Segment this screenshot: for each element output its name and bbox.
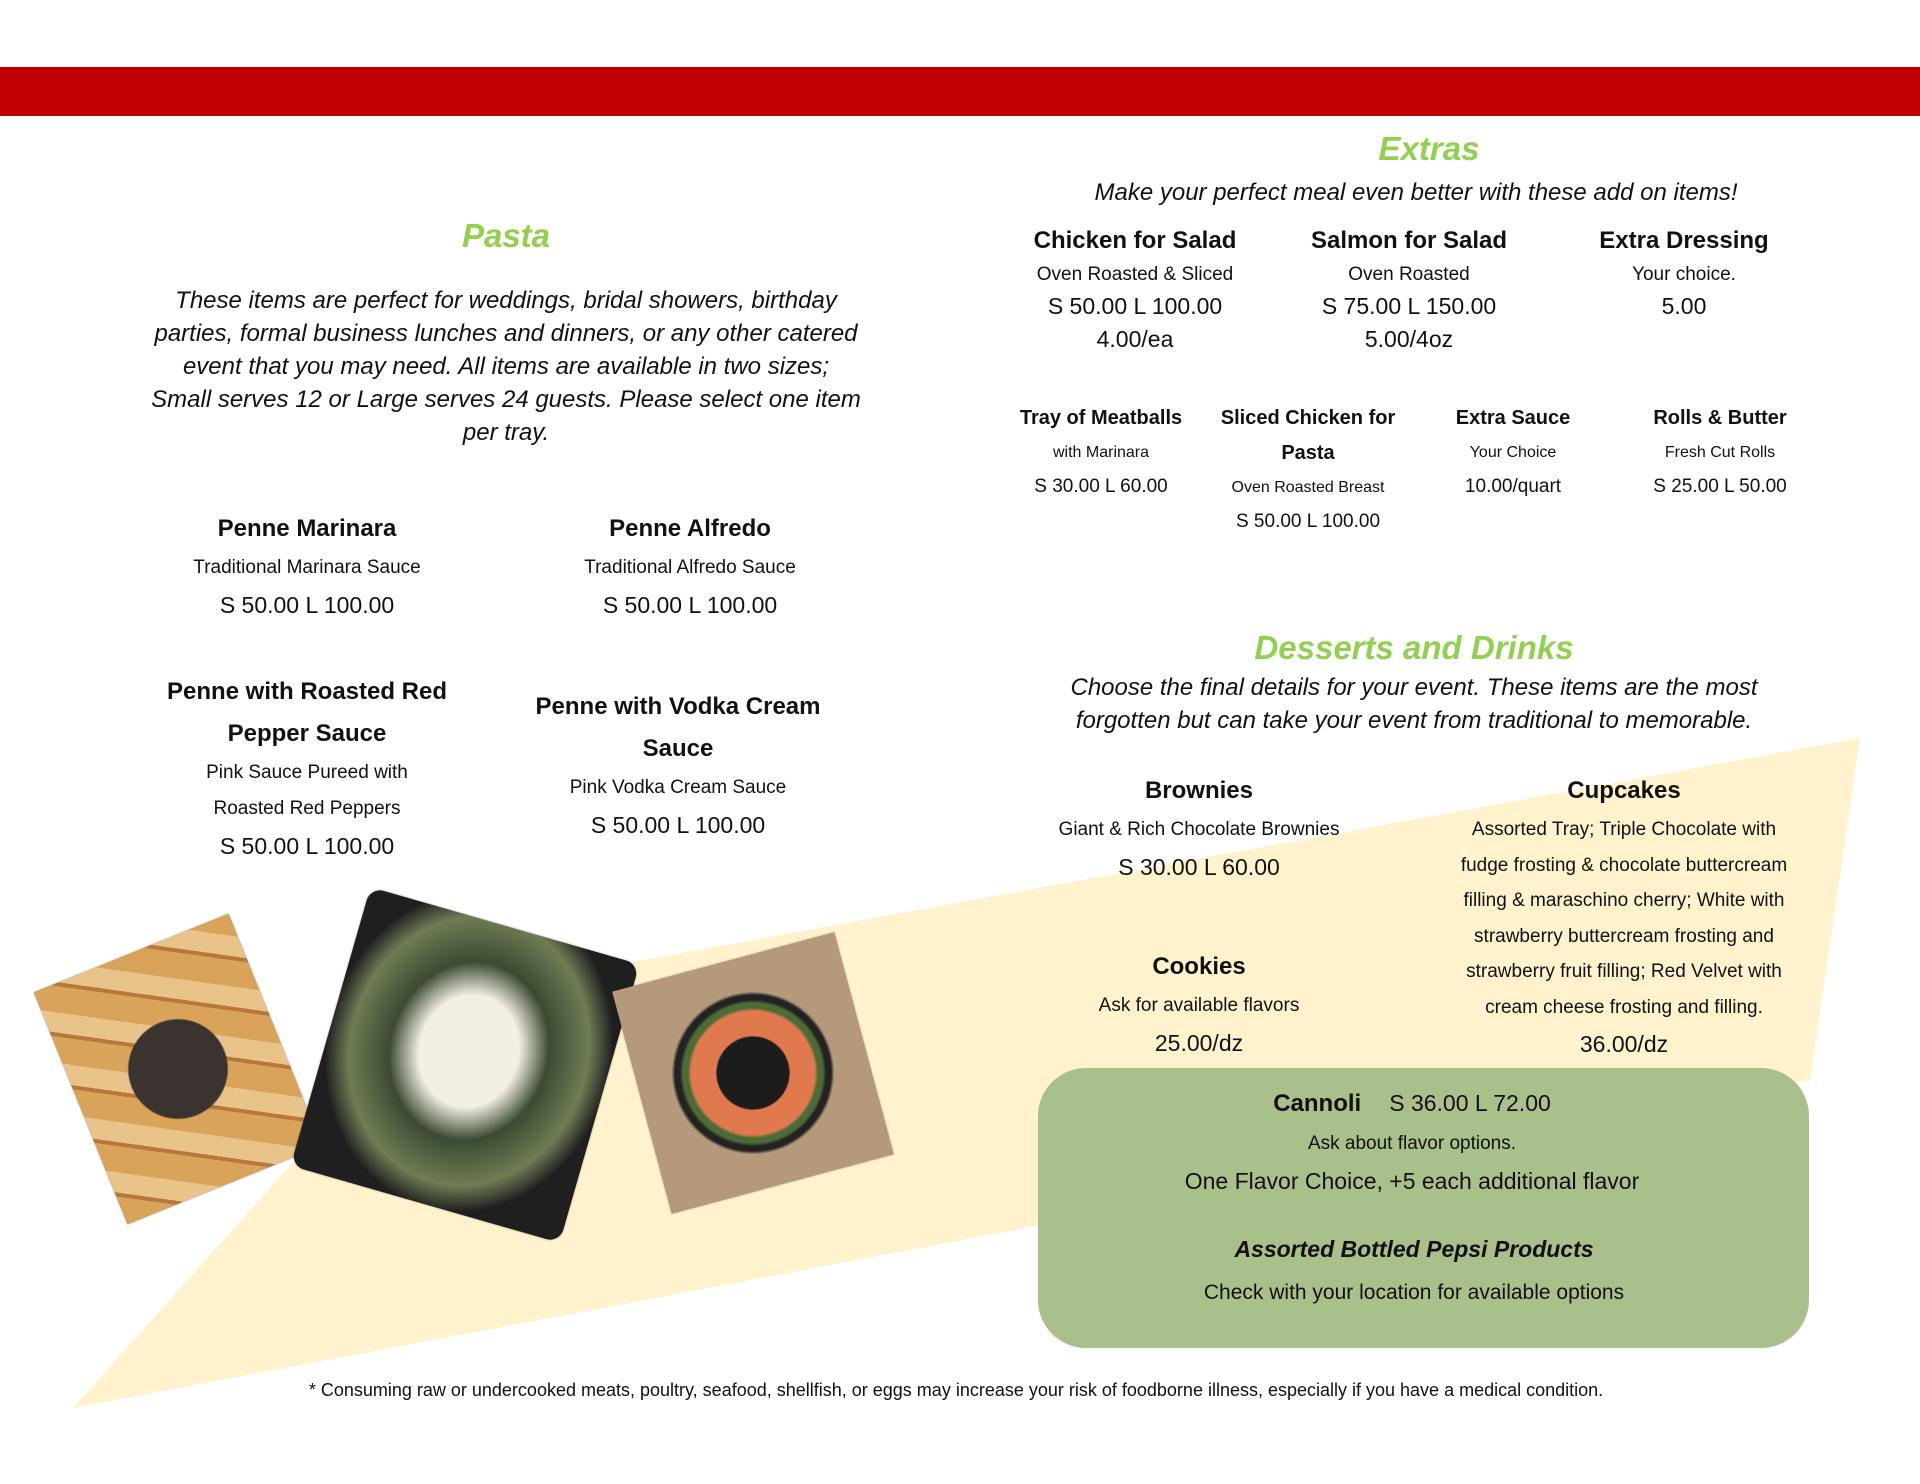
item-name: Penne Alfredo — [609, 515, 771, 542]
item-price: 4.00/ea — [1096, 326, 1174, 352]
item-name: Penne with Roasted Red — [166, 678, 448, 705]
item-desc: strawberry fruit filling; Red Velvet wit… — [1466, 961, 1782, 982]
desserts-subtitle: Choose the final details for your event.… — [1070, 671, 1757, 737]
item-name: Penne Marinara — [217, 515, 397, 542]
item-desc: Fresh Cut Rolls — [1664, 444, 1776, 461]
dessert-cookies: Cookies Ask for available flavors 25.00/… — [1099, 946, 1300, 1062]
subtitle-line: forgotten but can take your event from t… — [1075, 707, 1753, 734]
pasta-heading: Pasta — [461, 217, 551, 254]
food-safety-disclaimer: * Consuming raw or undercooked meats, po… — [308, 1380, 1604, 1400]
item-note: One Flavor Choice, +5 each additional fl… — [1184, 1168, 1640, 1194]
drinks-title: Assorted Bottled Pepsi Products — [1234, 1236, 1594, 1262]
item-price: S 36.00 L 72.00 — [1389, 1090, 1551, 1116]
item-name: Cookies — [1152, 953, 1246, 980]
item-price: 5.00 — [1661, 293, 1707, 319]
item-desc: Ask for available flavors — [1098, 995, 1300, 1016]
menu-item-penne-vodka: Penne with Vodka Cream Sauce Pink Vodka … — [536, 686, 821, 844]
drinks-desc: Check with your location for available o… — [1203, 1281, 1625, 1304]
item-name: Tray of Meatballs — [1019, 407, 1183, 429]
menu-item-penne-roasted-red-pepper: Penne with Roasted Red Pepper Sauce Pink… — [167, 671, 447, 865]
item-price: 5.00/4oz — [1364, 326, 1454, 352]
extra-dressing: Extra Dressing Your choice. 5.00 — [1599, 222, 1768, 323]
item-price: 36.00/dz — [1579, 1031, 1669, 1057]
item-desc: cream cheese frosting and filling. — [1485, 996, 1763, 1018]
extra-sauce: Extra Sauce Your Choice 10.00/quart — [1456, 401, 1571, 504]
item-desc: Oven Roasted Breast — [1231, 479, 1385, 496]
item-desc: Giant & Rich Chocolate Brownies — [1058, 819, 1340, 840]
dessert-cannoli: Cannoli S 36.00 L 72.00 Ask about flavor … — [1185, 1083, 1640, 1200]
item-desc: Traditional Marinara Sauce — [193, 557, 421, 578]
extras-heading: Extras — [1378, 130, 1480, 167]
item-desc: Roasted Red Peppers — [213, 798, 401, 819]
item-price: S 50.00 L 100.00 — [602, 592, 778, 618]
item-desc: fudge frosting & chocolate buttercream — [1460, 854, 1788, 876]
item-name: Extra Dressing — [1599, 227, 1769, 254]
item-price: S 50.00 L 100.00 — [590, 812, 766, 838]
item-desc: strawberry buttercream frosting and — [1474, 925, 1774, 947]
extras-subtitle: Make your perfect meal even better with … — [1094, 179, 1738, 206]
extra-chicken-for-salad: Chicken for Salad Oven Roasted & Sliced … — [1034, 222, 1237, 356]
item-name: Pepper Sauce — [227, 720, 387, 747]
item-price: S 50.00 L 100.00 — [219, 592, 395, 618]
item-desc: Your choice. — [1632, 264, 1736, 285]
item-name: Pasta — [1281, 442, 1335, 464]
item-desc: Pink Sauce Pureed with — [206, 762, 408, 783]
item-desc: Oven Roasted — [1348, 264, 1470, 285]
item-desc: Your Choice — [1469, 444, 1557, 461]
desc-line: parties, formal business lunches and din… — [154, 320, 858, 347]
item-name: Salmon for Salad — [1310, 227, 1508, 254]
item-desc: Oven Roasted & Sliced — [1036, 264, 1234, 285]
item-desc: Ask about flavor options. — [1307, 1133, 1517, 1154]
item-name: Brownies — [1144, 777, 1254, 804]
item-price: S 50.00 L 100.00 — [1235, 511, 1381, 532]
item-desc: Traditional Alfredo Sauce — [584, 557, 796, 578]
item-desc: Pink Vodka Cream Sauce — [569, 777, 787, 798]
item-name: Extra Sauce — [1455, 407, 1571, 429]
item-price: S 30.00 L 60.00 — [1034, 476, 1168, 497]
item-price: S 75.00 L 150.00 — [1321, 293, 1497, 319]
desc-line: Small serves 12 or Large serves 24 guest… — [151, 386, 861, 413]
desserts-heading: Desserts and Drinks — [1254, 629, 1574, 666]
top-banner — [0, 67, 1920, 116]
item-name: Rolls & Butter — [1653, 407, 1787, 429]
item-name: Cannoli — [1273, 1090, 1362, 1117]
menu-item-penne-marinara: Penne Marinara Traditional Marinara Sauc… — [193, 508, 420, 624]
item-price: 25.00/dz — [1154, 1030, 1244, 1056]
dessert-brownies: Brownies Giant & Rich Chocolate Brownies… — [1059, 770, 1340, 886]
desc-line: event that you may need. All items are a… — [182, 353, 830, 380]
item-price: S 30.00 L 60.00 — [1118, 854, 1280, 880]
extra-rolls-and-butter: Rolls & Butter Fresh Cut Rolls S 25.00 L… — [1653, 401, 1786, 504]
item-desc: filling & maraschino cherry; White with — [1463, 890, 1785, 911]
item-name: Sauce — [642, 735, 714, 762]
extra-tray-of-meatballs: Tray of Meatballs with Marinara S 30.00 … — [1020, 401, 1182, 504]
extra-salmon-for-salad: Salmon for Salad Oven Roasted S 75.00 L … — [1311, 222, 1507, 356]
yellow-band — [73, 738, 1860, 1408]
menu-item-penne-alfredo: Penne Alfredo Traditional Alfredo Sauce … — [584, 508, 796, 624]
item-name: Penne with Vodka Cream — [535, 693, 821, 720]
pasta-description: These items are perfect for weddings, br… — [151, 284, 861, 449]
drinks-cannoli-box — [1038, 1068, 1809, 1348]
item-name: Chicken for Salad — [1033, 227, 1237, 254]
item-price: S 25.00 L 50.00 — [1653, 476, 1787, 497]
item-desc: with Marinara — [1052, 444, 1150, 461]
dessert-cupcakes: Cupcakes Assorted Tray; Triple Chocolate… — [1461, 770, 1787, 1063]
item-price: 10.00/quart — [1464, 476, 1562, 497]
item-name: Sliced Chicken for — [1220, 407, 1396, 429]
item-name: Cupcakes — [1567, 777, 1681, 804]
item-desc: Assorted Tray; Triple Chocolate with — [1471, 819, 1777, 840]
desc-line: These items are perfect for weddings, br… — [175, 287, 837, 314]
extra-sliced-chicken-for-pasta: Sliced Chicken for Pasta Oven Roasted Br… — [1221, 401, 1396, 539]
item-price: S 50.00 L 100.00 — [1047, 293, 1223, 319]
item-price: S 50.00 L 100.00 — [219, 833, 395, 859]
desc-line: per tray. — [462, 419, 550, 446]
subtitle-line: Choose the final details for your event.… — [1070, 674, 1758, 701]
